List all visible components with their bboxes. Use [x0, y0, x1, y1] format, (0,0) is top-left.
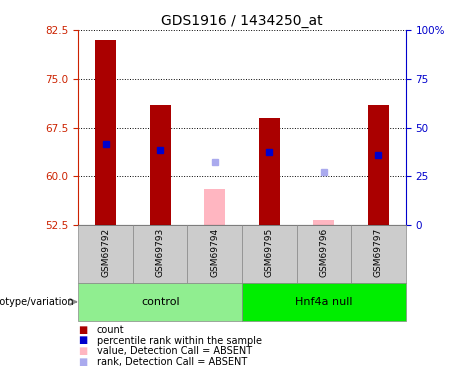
Bar	[313, 220, 334, 225]
Text: GSM69797: GSM69797	[374, 228, 383, 277]
Text: ■: ■	[78, 325, 88, 335]
Bar	[188, 225, 242, 283]
Title: GDS1916 / 1434250_at: GDS1916 / 1434250_at	[161, 13, 323, 28]
Bar	[133, 225, 188, 283]
Text: GSM69792: GSM69792	[101, 228, 110, 277]
Bar	[78, 283, 242, 321]
Bar	[259, 118, 280, 225]
Text: percentile rank within the sample: percentile rank within the sample	[97, 336, 262, 345]
Bar	[351, 225, 406, 283]
Text: rank, Detection Call = ABSENT: rank, Detection Call = ABSENT	[97, 357, 247, 366]
Text: value, Detection Call = ABSENT: value, Detection Call = ABSENT	[97, 346, 252, 356]
Bar	[95, 40, 116, 225]
Bar	[368, 105, 389, 225]
Bar	[242, 283, 406, 321]
Text: control: control	[141, 297, 179, 307]
Text: count: count	[97, 325, 124, 335]
Text: ■: ■	[78, 346, 88, 356]
Text: genotype/variation: genotype/variation	[0, 297, 74, 307]
Text: GSM69796: GSM69796	[319, 228, 328, 277]
Bar	[78, 225, 133, 283]
Text: GSM69793: GSM69793	[156, 228, 165, 277]
Bar	[296, 225, 351, 283]
Bar	[150, 105, 171, 225]
Text: GSM69794: GSM69794	[210, 228, 219, 277]
Bar	[242, 225, 296, 283]
Text: ■: ■	[78, 357, 88, 366]
Text: GSM69795: GSM69795	[265, 228, 274, 277]
Bar	[204, 189, 225, 225]
Text: Hnf4a null: Hnf4a null	[295, 297, 353, 307]
Text: ■: ■	[78, 336, 88, 345]
